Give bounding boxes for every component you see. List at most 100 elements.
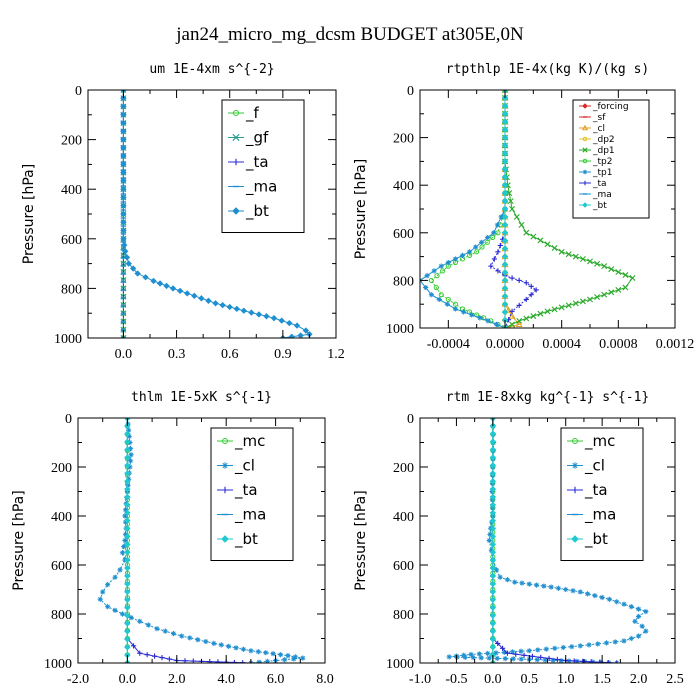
data-point-bt [255, 311, 263, 318]
data-point-cl [117, 567, 123, 573]
legend-label: _mc [584, 432, 615, 451]
data-point-tp1 [452, 256, 459, 262]
data-point-cl [122, 507, 129, 513]
data-point-bt [124, 493, 131, 501]
x-tick-label: 0.5 [521, 672, 539, 687]
data-point-bt [489, 493, 497, 501]
legend-label: _mc [234, 432, 265, 451]
y-tick-label: 600 [51, 559, 72, 574]
legend: _f _gf _ta _ma _bt [221, 99, 305, 233]
data-point-bt [233, 305, 240, 313]
legend-label: _ma [592, 190, 612, 200]
data-point-cl [145, 622, 151, 628]
y-tick-label: 1000 [54, 332, 82, 347]
legend-marker [571, 486, 579, 494]
legend-marker [582, 103, 588, 109]
data-point-cl [240, 646, 247, 652]
data-point-bt [120, 227, 127, 234]
data-point-ta [614, 660, 620, 663]
data-point-bt [124, 525, 131, 532]
data-point-bt [501, 142, 509, 149]
x-tick-label: -0.5 [445, 672, 467, 687]
data-point-bt [120, 194, 127, 201]
data-point-dp1 [518, 221, 525, 228]
data-point-bt [124, 438, 131, 445]
data-point-bt [124, 533, 131, 540]
data-point-ta [497, 242, 503, 249]
panel-title: rtpthlp 1E-4x(kg K)/(kg s) [446, 62, 650, 77]
data-point-cl [548, 584, 554, 590]
data-point-cl [119, 550, 126, 556]
data-point-bt [120, 169, 127, 176]
data-point-gf [120, 335, 127, 338]
data-point-ta [166, 656, 172, 662]
data-point-tp2 [434, 273, 440, 279]
data-point-bt [124, 636, 131, 643]
data-point-tp1 [436, 296, 442, 303]
data-point-cl [128, 452, 134, 458]
data-point-bt [489, 596, 497, 603]
data-point-bt [501, 197, 509, 205]
data-point-cl [519, 580, 525, 586]
series-group [120, 90, 313, 338]
data-point-cl [126, 427, 132, 433]
data-point-bt [489, 470, 497, 477]
data-point-ta [504, 650, 511, 656]
panel-title: rtm 1E-8xkg kg^{-1} s^{-1} [446, 390, 650, 405]
data-point-bt [501, 269, 509, 276]
data-point-dp1 [579, 298, 586, 305]
series-line-tp2 [430, 90, 506, 328]
data-point-cl [639, 623, 645, 629]
x-tick-label: 0.6 [221, 347, 239, 362]
data-point-bt [156, 280, 164, 287]
x-tick-label: 4.0 [217, 672, 235, 687]
data-point-bt [489, 549, 497, 556]
data-point-bt [489, 509, 497, 517]
panel-title: um 1E-4xm s^{-2} [149, 62, 274, 77]
data-point-cl [226, 643, 232, 649]
data-point-bt [489, 454, 497, 461]
data-point-cl [282, 657, 288, 663]
data-point-bt [124, 478, 131, 485]
data-point-bt [124, 470, 131, 477]
data-point-bt [120, 152, 127, 160]
data-point-cl [154, 626, 160, 632]
data-point-bt [124, 620, 131, 627]
data-point-cl [621, 601, 627, 607]
data-point-ta [521, 652, 527, 658]
y-axis-label: Pressure [hPa] [11, 490, 27, 590]
data-point-tp1 [424, 273, 430, 279]
data-point-bt [489, 572, 497, 580]
series-group [446, 418, 649, 663]
data-point-bt [489, 462, 497, 469]
data-point-cl [486, 537, 492, 544]
data-point-bt [169, 285, 177, 292]
data-point-bt [297, 332, 304, 338]
data-point-cl [612, 639, 618, 645]
x-tick-label: 0.0 [115, 347, 133, 362]
data-point-dp1 [551, 245, 558, 252]
y-tick-label: 800 [393, 608, 414, 623]
data-point-cl [218, 642, 224, 648]
data-point-bt [489, 446, 497, 453]
legend-label: _dp1 [592, 146, 615, 156]
y-tick-label: 0 [65, 412, 72, 427]
data-point-dp1 [601, 291, 608, 298]
data-point-bt [120, 111, 127, 118]
data-point-bt [124, 588, 131, 596]
legend-label: _dp2 [592, 135, 615, 145]
data-point-cl [504, 577, 511, 583]
data-point-bt [501, 221, 509, 229]
data-point-bt [489, 478, 497, 485]
data-point-bt [191, 292, 198, 300]
data-point-bt [124, 628, 131, 635]
data-point-tp1 [493, 321, 500, 328]
data-point-ta [528, 292, 534, 298]
data-point-cl [577, 589, 583, 595]
data-point-bt [142, 274, 149, 281]
data-point-tp1 [473, 244, 479, 250]
data-point-cl [599, 594, 605, 601]
x-tick-label: 0.0000 [486, 337, 525, 352]
legend-label: _bt [245, 202, 269, 221]
y-tick-label: 0 [407, 84, 414, 99]
